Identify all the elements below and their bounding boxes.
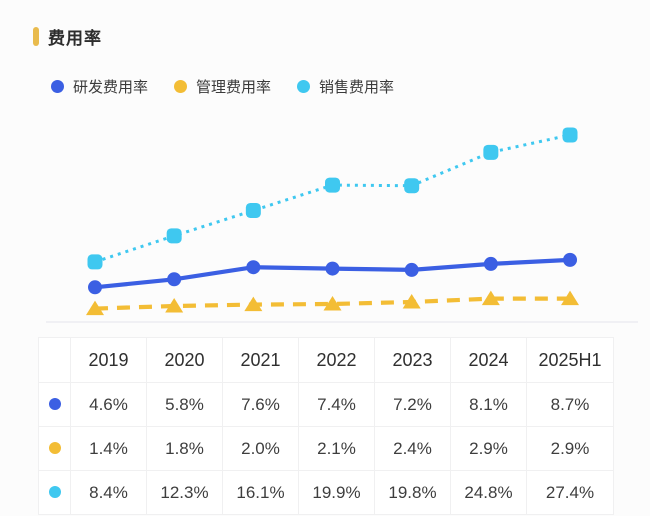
series-dot-cell bbox=[38, 382, 71, 427]
series-dot-cell bbox=[38, 470, 71, 515]
expense-ratio-line-chart bbox=[46, 127, 638, 323]
table-header-cell: 2020 bbox=[146, 337, 223, 383]
table-value-cell: 7.2% bbox=[374, 382, 451, 427]
table-header-cell: 2024 bbox=[450, 337, 527, 383]
legend-dot-icon bbox=[174, 80, 188, 93]
mgmt-data-point-marker bbox=[402, 293, 421, 309]
legend-dot-icon bbox=[51, 80, 64, 93]
rd-data-point-marker bbox=[167, 272, 182, 287]
table-value-cell: 7.6% bbox=[222, 382, 299, 427]
legend-item-sales[interactable]: 销售费用率 bbox=[297, 76, 394, 97]
table-value-cell: 16.1% bbox=[222, 470, 299, 515]
sales-data-point-marker bbox=[166, 228, 182, 244]
table-value-cell: 4.6% bbox=[70, 382, 147, 427]
rd-data-point-marker bbox=[246, 260, 261, 275]
table-header-cell: 2021 bbox=[222, 337, 299, 383]
table-row-sales: 8.4% 12.3% 16.1% 19.9% 19.8% 24.8% 27.4% bbox=[38, 470, 614, 515]
sales-data-point-marker bbox=[87, 254, 103, 270]
sales-data-point-marker bbox=[325, 177, 341, 193]
table-value-cell: 8.1% bbox=[450, 382, 527, 427]
accent-bar bbox=[33, 27, 39, 46]
table-value-cell: 2.1% bbox=[298, 426, 375, 471]
table-header-cell: 2019 bbox=[70, 337, 147, 383]
table-header-row: 2019 2020 2021 2022 2023 2024 2025H1 bbox=[38, 337, 614, 383]
table-value-cell: 8.7% bbox=[526, 382, 614, 427]
legend-label: 销售费用率 bbox=[319, 79, 395, 96]
table-value-cell: 5.8% bbox=[146, 382, 223, 427]
table-value-cell: 8.4% bbox=[70, 470, 147, 515]
panel-header: 费用率 bbox=[33, 24, 102, 49]
sales-data-point-marker bbox=[562, 127, 578, 143]
table-value-cell: 7.4% bbox=[298, 382, 375, 427]
sales-data-point-marker bbox=[404, 178, 420, 194]
series-dot-icon bbox=[48, 397, 61, 410]
series-dot-icon bbox=[48, 485, 61, 498]
sales-data-point-marker bbox=[483, 144, 499, 160]
table-row-rd: 4.6% 5.8% 7.6% 7.4% 7.2% 8.1% 8.7% bbox=[38, 382, 614, 427]
table-value-cell: 2.9% bbox=[526, 426, 614, 471]
page-title: 费用率 bbox=[48, 29, 102, 48]
rd-data-point-marker bbox=[325, 261, 340, 276]
table-value-cell: 2.4% bbox=[374, 426, 451, 471]
table-value-cell: 1.4% bbox=[70, 426, 147, 471]
legend-dot-icon bbox=[297, 80, 311, 93]
legend-item-rd[interactable]: 研发费用率 bbox=[51, 76, 148, 97]
table-value-cell: 2.9% bbox=[450, 426, 527, 471]
rd-data-point-marker bbox=[483, 256, 498, 271]
mgmt-data-point-marker bbox=[481, 290, 500, 306]
table-value-cell: 12.3% bbox=[146, 470, 223, 515]
legend-item-mgmt[interactable]: 管理费用率 bbox=[174, 76, 271, 97]
table-value-cell: 19.9% bbox=[298, 470, 375, 515]
sales-data-point-marker bbox=[245, 202, 261, 218]
mgmt-data-point-marker bbox=[561, 290, 580, 306]
rd-data-point-marker bbox=[563, 252, 578, 267]
series-dot-icon bbox=[48, 441, 61, 454]
mgmt-data-point-marker bbox=[244, 296, 263, 312]
table-value-cell: 24.8% bbox=[450, 470, 527, 515]
table-value-cell: 1.8% bbox=[146, 426, 223, 471]
legend-label: 管理费用率 bbox=[196, 79, 272, 96]
mgmt-data-point-marker bbox=[323, 295, 342, 311]
table-header-cell: 2025H1 bbox=[526, 337, 614, 383]
table-header-cell: 2023 bbox=[374, 337, 451, 383]
table-value-cell: 19.8% bbox=[374, 470, 451, 515]
mgmt-data-point-marker bbox=[86, 300, 104, 316]
rd-data-point-marker bbox=[88, 280, 102, 295]
rd-data-point-marker bbox=[404, 262, 419, 277]
expense-ratio-table: 2019 2020 2021 2022 2023 2024 2025H1 4.6% 5.8% 7.… bbox=[38, 337, 614, 515]
sales-line bbox=[94, 133, 571, 264]
chart-legend: 研发费用率 管理费用率 销售费用率 bbox=[51, 76, 394, 97]
table-value-cell: 27.4% bbox=[526, 470, 614, 515]
table-row-mgmt: 1.4% 1.8% 2.0% 2.1% 2.4% 2.9% 2.9% bbox=[38, 426, 614, 471]
table-value-cell: 2.0% bbox=[222, 426, 299, 471]
mgmt-data-point-marker bbox=[165, 297, 184, 313]
series-dot-cell bbox=[38, 426, 71, 471]
table-header-corner-cell bbox=[38, 337, 71, 383]
table-header-cell: 2022 bbox=[298, 337, 375, 383]
legend-label: 研发费用率 bbox=[73, 79, 149, 96]
